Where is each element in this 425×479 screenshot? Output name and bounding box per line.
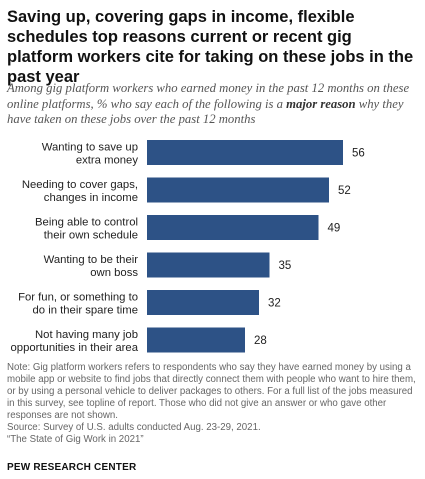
category-label: Wanting to save up extra money — [42, 142, 139, 167]
data-label: 32 — [268, 298, 281, 310]
bar — [147, 177, 329, 203]
category-label: For fun, or something to do in their spar… — [18, 292, 138, 317]
chart-title: Saving up, covering gaps in income, flex… — [7, 8, 414, 86]
bar — [147, 290, 259, 315]
data-label: 52 — [338, 185, 351, 197]
category-label: Not having many job opportunities in thei… — [11, 329, 139, 354]
data-label: 35 — [279, 260, 292, 272]
chart-notes: Note: Gig platform workers refers to res… — [7, 362, 419, 446]
pew-logo: PEW RESEARCH CENTER — [7, 462, 137, 473]
bar — [147, 215, 319, 240]
subtitle-text: Among gig platform workers who earned mo… — [7, 81, 410, 111]
category-label: Needing to cover gaps, changes in income — [22, 179, 138, 204]
subtitle-text-end: why they have taken on these jobs over t… — [7, 96, 404, 127]
source-text: Source: Survey of U.S. adults conducted … — [7, 422, 261, 433]
category-label: Wanting to be their own boss — [44, 254, 139, 279]
data-label: 56 — [352, 148, 365, 160]
subtitle-emphasis: major reason — [286, 96, 356, 111]
data-label: 49 — [328, 223, 341, 235]
bar — [147, 327, 245, 353]
bar-chart: Wanting to save up extra money 56 Needing t… — [11, 140, 365, 354]
bar — [147, 140, 343, 165]
data-label: 28 — [254, 335, 267, 347]
category-label: Being able to control their own schedule — [35, 217, 138, 242]
note-text: Note: Gig platform workers refers to res… — [7, 362, 416, 421]
bar — [147, 252, 270, 278]
chart-subtitle: Among gig platform workers who earned mo… — [7, 81, 417, 128]
report-title: “The State of Gig Work in 2021” — [7, 434, 144, 445]
